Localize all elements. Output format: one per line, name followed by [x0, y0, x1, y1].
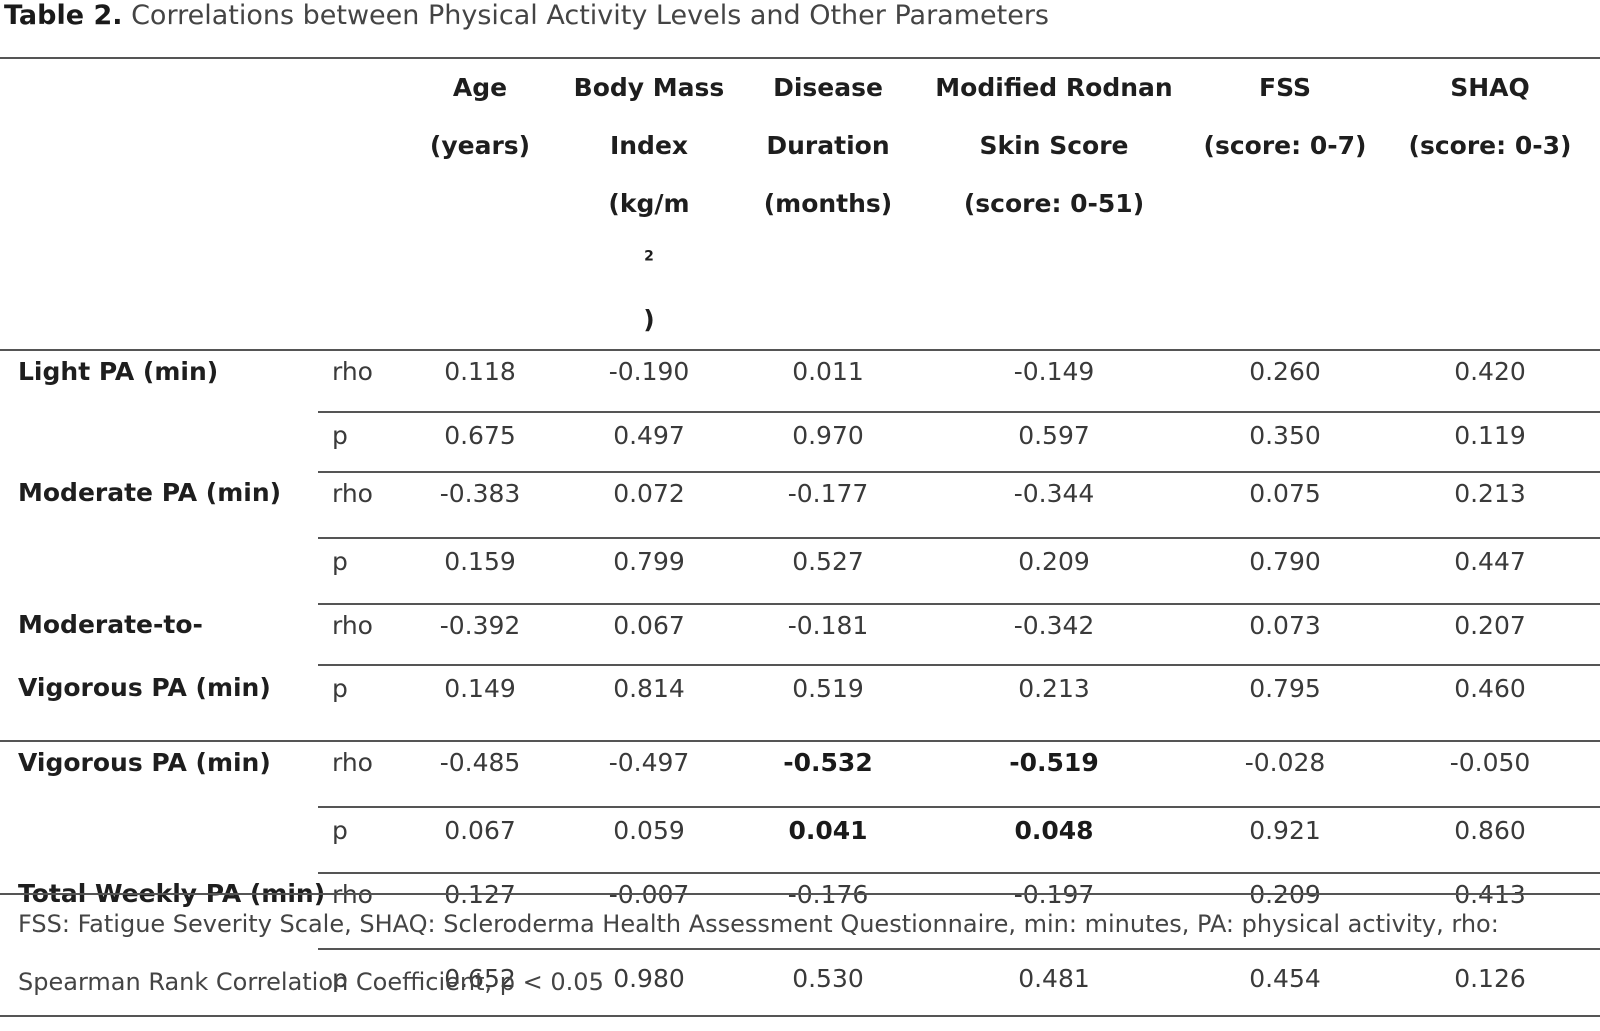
cell: -0.028 — [1244, 748, 1326, 777]
row-label-vigorous-pa: Vigorous PA (min) — [18, 748, 271, 777]
cell-significant: -0.532 — [783, 748, 873, 777]
stat-label-rho: rho — [332, 479, 373, 508]
stat-label-p: p — [318, 664, 400, 742]
table-row: Vigorous PA (min) p 0.149 0.814 0.519 0.… — [0, 664, 1600, 742]
cell: -0.177 — [787, 479, 869, 508]
table-caption-text: Correlations between Physical Activity L… — [122, 0, 1050, 31]
cell: -0.149 — [1013, 357, 1095, 386]
cell: -0.190 — [608, 357, 690, 386]
row-label-mvpa-line1: Moderate-to- — [18, 610, 203, 639]
cell: 0.980 — [560, 948, 738, 1009]
cell: 0.675 — [400, 411, 560, 473]
cell-significant: 0.048 — [918, 806, 1190, 874]
cell: -0.181 — [787, 611, 869, 640]
cell: 0.460 — [1380, 664, 1600, 742]
cell: 0.420 — [1454, 357, 1526, 386]
cell: 0.530 — [738, 948, 918, 1009]
table-row: p 0.067 0.059 0.041 0.048 0.921 0.860 — [0, 806, 1600, 874]
cell: -0.342 — [1013, 611, 1095, 640]
stat-label-rho: rho — [332, 357, 373, 386]
header-shaq: SHAQ (score: 0-3) — [1380, 57, 1600, 351]
cell: 0.519 — [738, 664, 918, 742]
cell: 0.159 — [400, 537, 560, 605]
table-footnote: FSS: Fatigue Severity Scale, SHAQ: Scler… — [0, 893, 1600, 1017]
cell: 0.059 — [560, 806, 738, 874]
cell-significant: -0.519 — [1009, 748, 1099, 777]
cell: 0.814 — [560, 664, 738, 742]
row-label-mvpa-line2: Vigorous PA (min) — [0, 665, 318, 742]
cell: 0.527 — [738, 537, 918, 605]
table-caption-label: Table 2. — [4, 0, 123, 31]
cell: 0.652 — [400, 948, 560, 1009]
stat-label-rho: rho — [332, 748, 373, 777]
header-empty-label — [0, 57, 318, 351]
cell: 0.481 — [918, 948, 1190, 1009]
cell: 0.790 — [1190, 537, 1380, 605]
cell: 0.454 — [1190, 948, 1380, 1009]
cell: 0.119 — [1380, 411, 1600, 473]
cell: 0.067 — [613, 611, 685, 640]
header-rodnan: Modified Rodnan Skin Score (score: 0-51) — [918, 57, 1190, 351]
cell: 0.075 — [1249, 479, 1321, 508]
footnote-text: FSS: Fatigue Severity Scale, SHAQ: Scler… — [18, 910, 1499, 996]
cell: 0.213 — [918, 664, 1190, 742]
table-row: Moderate-to- rho -0.392 0.067 -0.181 -0.… — [0, 604, 1600, 665]
cell: -0.344 — [1013, 479, 1095, 508]
stat-label-rho: rho — [332, 611, 373, 640]
cell: 0.447 — [1380, 537, 1600, 605]
table-caption: Table 2. Correlations between Physical A… — [4, 0, 1049, 32]
row-label-moderate-pa: Moderate PA (min) — [18, 478, 282, 507]
cell: 0.921 — [1190, 806, 1380, 874]
cell: -0.383 — [439, 479, 521, 508]
cell: -0.050 — [1449, 748, 1531, 777]
cell: -0.497 — [608, 748, 690, 777]
header-row: Age (years) Body Mass Index (kg/m 2) Disease… — [0, 57, 1600, 351]
table-row: p 0.675 0.497 0.970 0.597 0.350 0.119 — [0, 411, 1600, 473]
table-row: Moderate PA (min) rho -0.383 0.072 -0.17… — [0, 472, 1600, 538]
header-empty-stat — [318, 57, 400, 351]
cell: 0.860 — [1380, 806, 1600, 874]
cell: 0.011 — [792, 357, 864, 386]
stat-label-p: p — [318, 806, 400, 874]
row-label-light-pa: Light PA (min) — [18, 357, 219, 386]
table-row: Light PA (min) rho 0.118 -0.190 0.011 -0… — [0, 350, 1600, 412]
cell: 0.597 — [918, 411, 1190, 473]
cell: 0.207 — [1454, 611, 1526, 640]
cell: 0.073 — [1249, 611, 1321, 640]
cell: -0.485 — [439, 748, 521, 777]
table-row: Vigorous PA (min) rho -0.485 -0.497 -0.5… — [0, 741, 1600, 807]
cell: 0.209 — [918, 537, 1190, 605]
header-disease-duration: Disease Duration (months) — [738, 57, 918, 351]
cell: 0.213 — [1454, 479, 1526, 508]
cell: 0.149 — [400, 664, 560, 742]
cell: 0.350 — [1190, 411, 1380, 473]
table-row: p 0.159 0.799 0.527 0.209 0.790 0.447 — [0, 537, 1600, 605]
correlation-table: Age (years) Body Mass Index (kg/m 2) Disease… — [0, 57, 1600, 1009]
header-bmi: Body Mass Index (kg/m 2) — [560, 57, 738, 351]
cell: 0.260 — [1249, 357, 1321, 386]
header-age: Age (years) — [400, 57, 560, 351]
cell: 0.067 — [400, 806, 560, 874]
cell: -0.392 — [439, 611, 521, 640]
header-fss: FSS (score: 0-7) — [1190, 57, 1380, 351]
cell: 0.970 — [738, 411, 918, 473]
stat-label-p: p — [318, 411, 400, 473]
cell: 0.126 — [1380, 948, 1600, 1009]
cell-significant: 0.041 — [738, 806, 918, 874]
cell: 0.795 — [1190, 664, 1380, 742]
cell: 0.118 — [444, 357, 516, 386]
cell: 0.497 — [560, 411, 738, 473]
stat-label-p: p — [318, 948, 400, 1009]
table-row: p 0.652 0.980 0.530 0.481 0.454 0.126 — [0, 948, 1600, 1009]
cell: 0.072 — [613, 479, 685, 508]
cell: 0.799 — [560, 537, 738, 605]
stat-label-p: p — [318, 537, 400, 605]
